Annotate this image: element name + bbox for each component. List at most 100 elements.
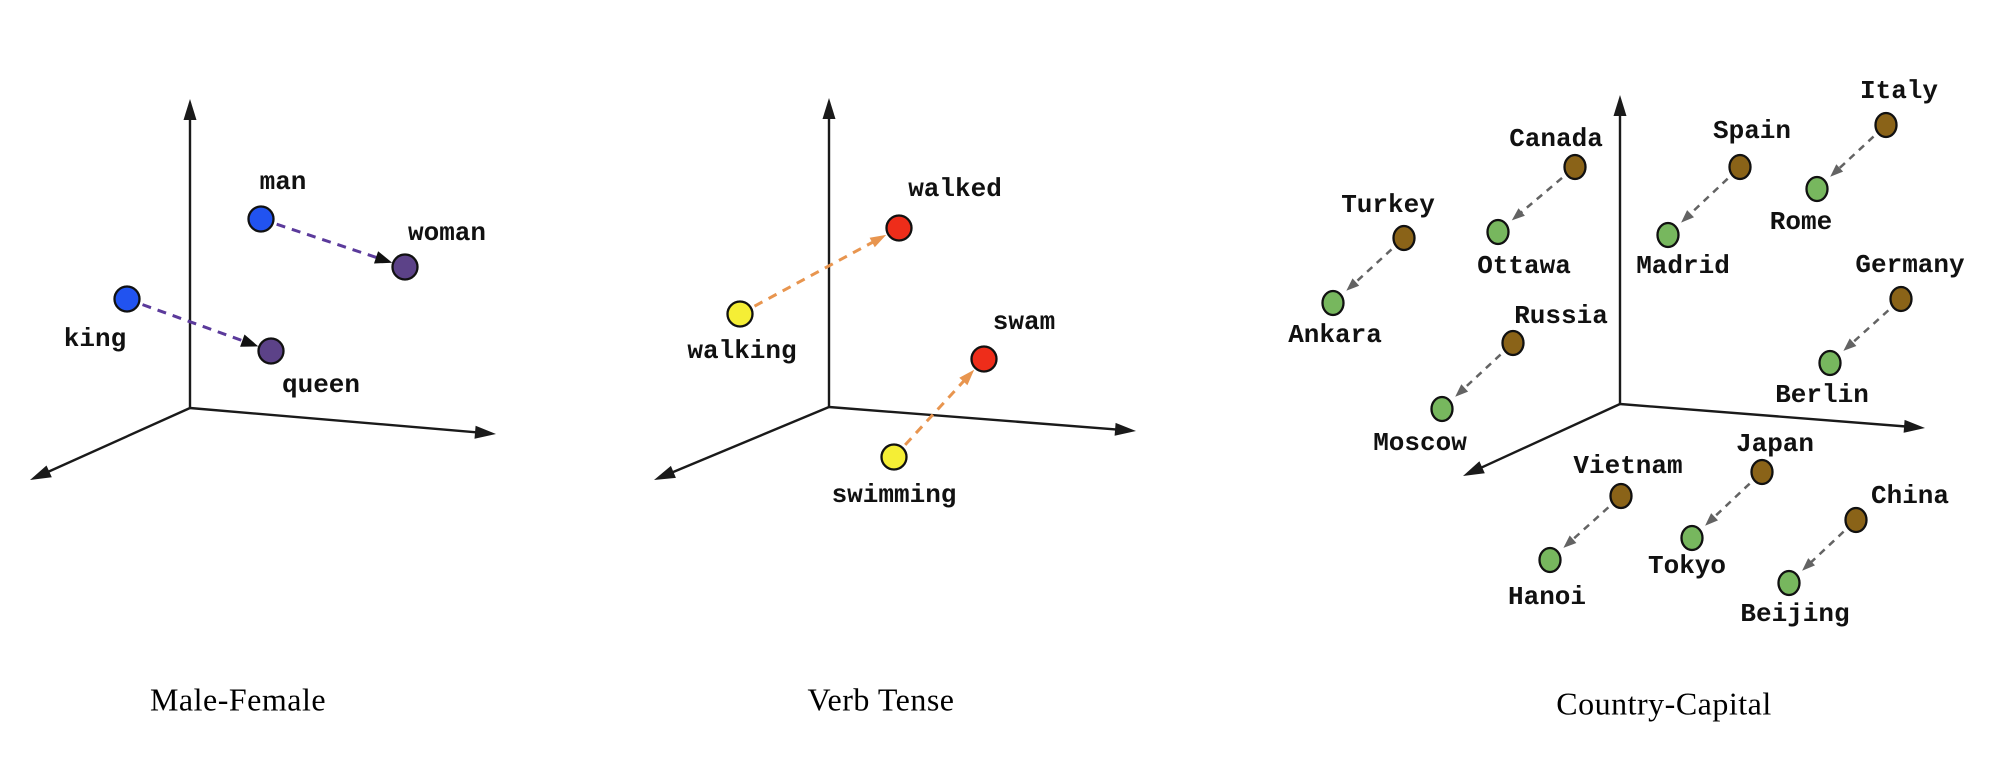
x-axis — [828, 405, 1123, 432]
arrow-vietnam-hanoi — [1569, 506, 1610, 543]
label-tokyo: Tokyo — [1648, 551, 1726, 581]
point-spain — [1728, 153, 1752, 181]
arrow-russia-moscow-head — [1455, 384, 1469, 397]
point-canada — [1563, 153, 1587, 181]
z-axis — [42, 406, 191, 476]
label-swimming: swimming — [832, 480, 957, 510]
x-axis-arrowhead — [1903, 419, 1925, 433]
point-germany — [1889, 285, 1913, 313]
y-axis-arrowhead — [822, 98, 836, 119]
label-man: man — [260, 167, 307, 197]
point-japan — [1750, 458, 1774, 486]
arrow-italy-rome — [1835, 135, 1875, 172]
label-berlin: Berlin — [1775, 380, 1869, 410]
label-germany: Germany — [1855, 250, 1965, 280]
point-turkey — [1392, 224, 1416, 252]
z-axis-arrowhead — [30, 465, 52, 480]
point-queen — [257, 337, 285, 365]
point-madrid — [1656, 221, 1680, 249]
arrow-china-beijing — [1807, 530, 1845, 566]
point-king — [113, 285, 141, 313]
x-axis — [1619, 402, 1912, 429]
point-rome — [1805, 175, 1829, 203]
point-tokyo — [1680, 524, 1704, 552]
arrow-canada-ottawa-head — [1511, 208, 1525, 221]
y-axis-arrowhead — [1613, 95, 1627, 116]
arrow-japan-tokyo-head — [1705, 513, 1718, 526]
label-queen: queen — [282, 370, 360, 400]
arrow-swimming-swam — [904, 377, 968, 446]
label-ottawa: Ottawa — [1477, 251, 1571, 281]
label-walked: walked — [908, 174, 1002, 204]
arrow-russia-moscow — [1460, 353, 1502, 392]
point-walked — [885, 214, 913, 242]
point-moscow — [1430, 395, 1454, 423]
arrow-walking-walked-head — [869, 234, 887, 248]
point-man — [247, 205, 275, 233]
label-russia: Russia — [1514, 301, 1608, 331]
caption-male-female: Male-Female — [149, 681, 327, 718]
arrow-king-queen-head — [240, 334, 259, 347]
label-moscow: Moscow — [1373, 428, 1467, 458]
label-japan: Japan — [1736, 429, 1814, 459]
panel-male-female: man woman king queen — [30, 99, 496, 480]
point-beijing — [1777, 569, 1801, 597]
arrow-spain-madrid — [1686, 177, 1729, 218]
label-hanoi: Hanoi — [1508, 582, 1586, 612]
arrow-man-woman — [276, 222, 381, 261]
point-hanoi — [1538, 546, 1562, 574]
arrow-china-beijing-head — [1802, 558, 1815, 571]
point-swimming — [880, 443, 908, 471]
x-axis-arrowhead — [1114, 422, 1136, 436]
z-axis — [666, 405, 830, 476]
label-spain: Spain — [1713, 116, 1791, 146]
panel-country-capital: Turkey Ankara Canada Ottawa Spain Madrid Italy… — [1288, 76, 1965, 629]
arrow-germany-berlin-head — [1843, 338, 1857, 351]
label-china: China — [1871, 481, 1949, 511]
z-axis — [1475, 402, 1621, 472]
arrow-turkey-ankara-head — [1346, 278, 1360, 291]
z-axis-arrowhead — [654, 465, 676, 480]
arrow-vietnam-hanoi-head — [1563, 535, 1577, 548]
x-axis-arrowhead — [474, 425, 496, 439]
point-russia — [1501, 329, 1525, 357]
caption-verb-tense: Verb Tense — [807, 681, 955, 718]
z-axis-arrowhead — [1463, 461, 1485, 476]
panel-verb-tense: walked walking swam swimming — [654, 98, 1136, 510]
point-woman — [391, 253, 419, 281]
arrow-spain-madrid-head — [1681, 210, 1694, 223]
caption-country-capital: Country-Capital — [1556, 685, 1772, 722]
label-turkey: Turkey — [1341, 190, 1435, 220]
point-vietnam — [1609, 482, 1633, 510]
arrow-germany-berlin — [1849, 309, 1890, 346]
point-china — [1844, 506, 1868, 534]
arrow-swimming-swam-head — [959, 369, 975, 386]
label-canada: Canada — [1509, 124, 1603, 154]
point-walking — [726, 300, 754, 328]
label-ankara: Ankara — [1288, 320, 1382, 350]
label-madrid: Madrid — [1636, 251, 1730, 281]
arrow-italy-rome-head — [1830, 164, 1844, 177]
arrow-canada-ottawa — [1517, 177, 1563, 216]
label-swam: swam — [993, 307, 1055, 337]
y-axis-arrowhead — [183, 99, 197, 120]
label-rome: Rome — [1770, 207, 1832, 237]
point-ottawa — [1486, 218, 1510, 246]
label-beijing: Beijing — [1740, 599, 1849, 629]
arrow-walking-walked — [753, 239, 877, 308]
label-walking: walking — [687, 336, 796, 366]
arrow-turkey-ankara — [1352, 248, 1393, 286]
label-vietnam: Vietnam — [1573, 451, 1682, 481]
x-axis — [189, 406, 483, 435]
arrow-japan-tokyo — [1710, 482, 1751, 521]
point-berlin — [1818, 349, 1842, 377]
point-italy — [1874, 111, 1898, 139]
arrow-king-queen — [142, 303, 247, 344]
point-swam — [970, 345, 998, 373]
label-italy: Italy — [1860, 76, 1938, 106]
point-ankara — [1321, 289, 1345, 317]
label-king: king — [64, 324, 126, 354]
arrow-man-woman-head — [374, 251, 393, 264]
